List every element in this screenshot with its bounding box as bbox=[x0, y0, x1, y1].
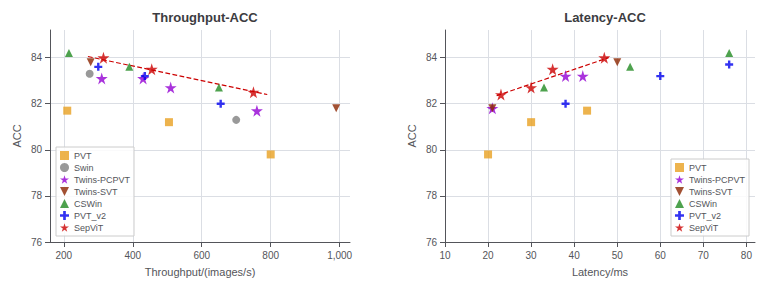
svg-text:Twins-SVT: Twins-SVT bbox=[689, 187, 733, 197]
svg-text:Throughput-ACC: Throughput-ACC bbox=[152, 10, 258, 25]
svg-text:Twins-SVT: Twins-SVT bbox=[74, 187, 118, 197]
svg-text:84: 84 bbox=[426, 52, 438, 63]
svg-text:800: 800 bbox=[262, 250, 279, 261]
svg-text:70: 70 bbox=[698, 250, 710, 261]
svg-text:600: 600 bbox=[193, 250, 210, 261]
svg-text:Twins-PCPVT: Twins-PCPVT bbox=[689, 175, 746, 185]
svg-text:82: 82 bbox=[426, 98, 438, 109]
svg-text:PVT: PVT bbox=[74, 151, 92, 161]
svg-text:Throughput/(images/s): Throughput/(images/s) bbox=[145, 266, 256, 278]
svg-text:50: 50 bbox=[612, 250, 624, 261]
svg-text:PVT_v2: PVT_v2 bbox=[74, 211, 106, 221]
svg-text:82: 82 bbox=[31, 98, 43, 109]
svg-text:1,000: 1,000 bbox=[327, 250, 352, 261]
svg-text:60: 60 bbox=[655, 250, 667, 261]
svg-text:76: 76 bbox=[426, 237, 438, 248]
svg-text:40: 40 bbox=[569, 250, 581, 261]
svg-text:ACC: ACC bbox=[406, 124, 418, 147]
svg-text:30: 30 bbox=[526, 250, 538, 261]
svg-text:20: 20 bbox=[482, 250, 494, 261]
svg-text:400: 400 bbox=[124, 250, 141, 261]
svg-text:Swin: Swin bbox=[74, 163, 94, 173]
svg-text:10: 10 bbox=[439, 250, 451, 261]
svg-text:80: 80 bbox=[31, 144, 43, 155]
svg-text:Twins-PCPVT: Twins-PCPVT bbox=[74, 175, 131, 185]
svg-text:Latency-ACC: Latency-ACC bbox=[564, 10, 646, 25]
svg-text:SepViT: SepViT bbox=[689, 223, 719, 233]
svg-text:80: 80 bbox=[426, 144, 438, 155]
svg-text:78: 78 bbox=[426, 190, 438, 201]
svg-text:84: 84 bbox=[31, 52, 43, 63]
svg-text:PVT_v2: PVT_v2 bbox=[689, 211, 721, 221]
svg-text:ACC: ACC bbox=[11, 124, 23, 147]
svg-text:76: 76 bbox=[31, 237, 43, 248]
svg-text:CSWin: CSWin bbox=[689, 199, 717, 209]
svg-text:80: 80 bbox=[741, 250, 753, 261]
svg-text:78: 78 bbox=[31, 190, 43, 201]
svg-text:CSWin: CSWin bbox=[74, 199, 102, 209]
svg-text:200: 200 bbox=[55, 250, 72, 261]
svg-text:SepViT: SepViT bbox=[74, 223, 104, 233]
svg-text:PVT: PVT bbox=[689, 163, 707, 173]
svg-text:Latency/ms: Latency/ms bbox=[572, 266, 629, 278]
